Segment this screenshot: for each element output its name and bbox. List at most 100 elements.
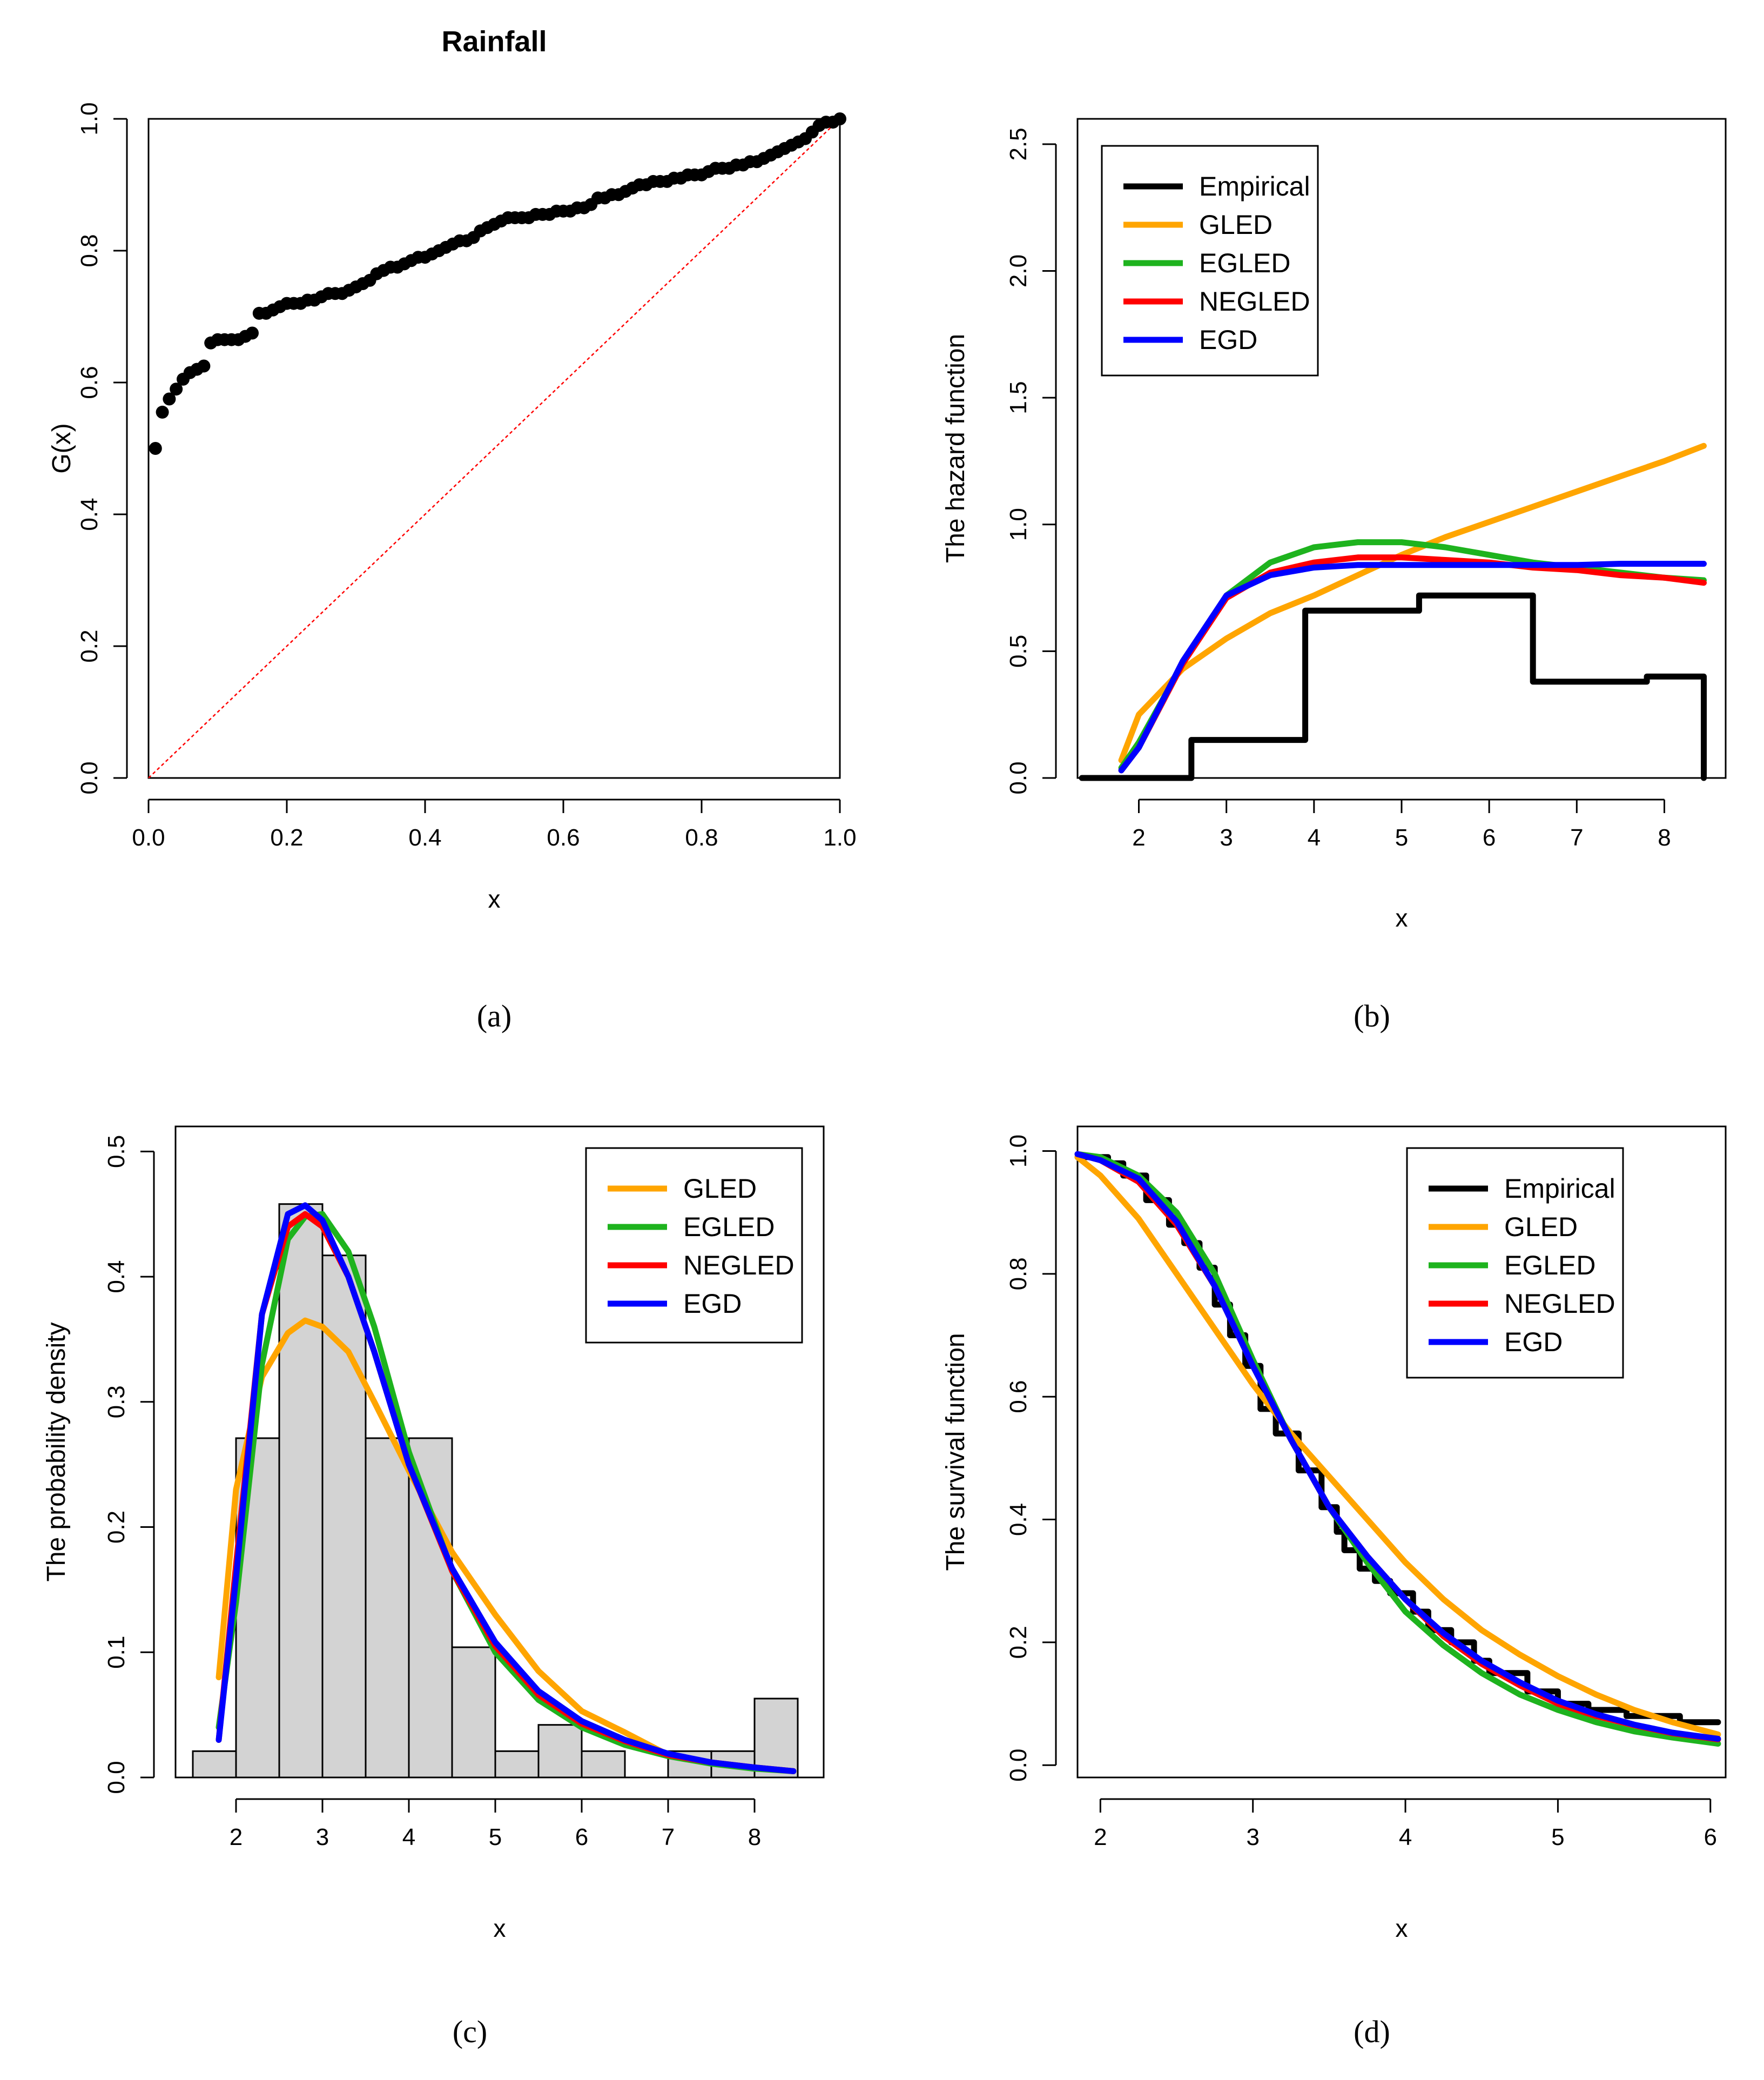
x-tick-label: 0.0 — [132, 824, 165, 851]
legend-label: EGD — [1199, 325, 1257, 355]
x-tick-label: 4 — [1308, 824, 1321, 851]
y-tick-label: 2.5 — [1005, 128, 1032, 160]
x-axis-label: x — [494, 1914, 506, 1942]
x-tick-label: 5 — [1551, 1824, 1564, 1850]
series-line-egd — [1074, 1151, 1721, 1742]
plot-frame — [1076, 118, 1727, 779]
y-tick-label: 0.3 — [103, 1385, 130, 1418]
x-tick-label: 4 — [1399, 1824, 1412, 1850]
data-point — [833, 112, 846, 125]
x-tick-label: 3 — [1246, 1824, 1259, 1850]
y-tick-label: 0.2 — [103, 1511, 130, 1544]
plot-frame — [147, 118, 841, 779]
legend-label: GLED — [683, 1173, 757, 1204]
y-tick-label: 0.4 — [103, 1260, 130, 1293]
plot-frame — [1076, 1125, 1727, 1779]
histogram-bar — [753, 1697, 799, 1779]
y-tick-label: 0.5 — [1005, 635, 1032, 668]
x-axis-label: x — [1396, 904, 1408, 932]
panel-caption: (b) — [1354, 998, 1390, 1034]
y-tick-label: 0.6 — [1005, 1380, 1032, 1413]
histogram-bar — [537, 1724, 583, 1779]
panel-a: 0.0 0.2 0.4 0.6 0.8 1.0 0.0 0.2 0.4 0.6 0.8 1.0 x G(x… — [48, 25, 857, 1034]
y-tick-label: 0.8 — [1005, 1257, 1032, 1290]
x-tick-label: 2 — [230, 1824, 243, 1850]
histogram-bar — [494, 1750, 540, 1779]
data-point — [246, 326, 259, 340]
x-tick-label: 5 — [489, 1824, 502, 1850]
legend: Empirical GLED EGLED NEGLED EGD — [1101, 145, 1319, 377]
x-tick-label: 0.6 — [547, 824, 580, 851]
reference-line — [148, 118, 840, 779]
legend-label: NEGLED — [1199, 286, 1310, 317]
x-tick-label: 0.2 — [270, 824, 303, 851]
histogram-bar — [365, 1437, 410, 1779]
data-point — [170, 383, 183, 396]
y-tick-label: 0.6 — [76, 366, 103, 399]
y-axis-label: G(x) — [48, 423, 76, 473]
histogram-bar — [408, 1437, 453, 1779]
legend: Empirical GLED EGLED NEGLED EGD — [1406, 1147, 1624, 1379]
x-tick-label: 3 — [316, 1824, 329, 1850]
x-tick-label: 2 — [1132, 824, 1145, 851]
series-line-egd — [1118, 561, 1707, 774]
data-point — [149, 442, 162, 455]
x-tick-label: 1.0 — [823, 824, 856, 851]
legend-label: EGLED — [683, 1212, 775, 1242]
x-tick-label: 6 — [575, 1824, 588, 1850]
series-line-empirical — [1079, 592, 1707, 781]
panel-d: 2 3 4 5 6 0.0 0.2 0.4 0.6 0.8 1.0 x The survival fun… — [941, 1125, 1727, 2049]
legend-label: NEGLED — [1504, 1289, 1615, 1319]
series-line-gled — [1074, 1154, 1721, 1737]
x-tick-label: 4 — [402, 1824, 415, 1850]
y-tick-label: 0.4 — [1005, 1503, 1032, 1536]
y-axis-label: The probability density — [42, 1322, 71, 1581]
legend-label: Empirical — [1504, 1173, 1615, 1204]
y-tick-label: 0.2 — [76, 629, 103, 662]
panel-caption: (a) — [477, 998, 511, 1034]
x-tick-label: 8 — [1658, 824, 1671, 851]
x-axis-label: x — [1396, 1914, 1408, 1942]
y-tick-label: 0.0 — [103, 1761, 130, 1794]
x-tick-label: 6 — [1483, 824, 1496, 851]
data-point — [163, 392, 176, 406]
legend-box — [585, 1147, 803, 1344]
y-tick-label: 0.0 — [1005, 761, 1032, 794]
legend-label: Empirical — [1199, 171, 1310, 202]
panel-caption: (d) — [1354, 2014, 1390, 2049]
panel-b: 2 3 4 5 6 7 8 0.0 0.5 1.0 1.5 2.0 2.5 x The hazard fun… — [941, 118, 1727, 1034]
data-point — [156, 405, 169, 419]
panel-caption: (c) — [453, 2014, 487, 2049]
x-tick-label: 3 — [1220, 824, 1233, 851]
x-tick-label: 8 — [748, 1824, 761, 1850]
legend-label: GLED — [1199, 210, 1272, 240]
series-line-egd — [216, 1202, 797, 1774]
y-tick-label: 0.2 — [1005, 1626, 1032, 1659]
legend: GLED EGLED NEGLED EGD — [585, 1147, 803, 1344]
y-tick-label: 0.5 — [103, 1135, 130, 1168]
histogram-bar — [581, 1750, 626, 1779]
y-axis-label: The hazard function — [941, 334, 970, 563]
x-tick-label: 6 — [1704, 1824, 1717, 1850]
legend-label: EGD — [683, 1289, 742, 1319]
legend-label: GLED — [1504, 1212, 1578, 1242]
y-tick-label: 1.0 — [76, 102, 103, 135]
y-tick-label: 0.1 — [103, 1636, 130, 1669]
x-tick-label: 0.8 — [685, 824, 718, 851]
x-tick-label: 0.4 — [408, 824, 441, 851]
chart-title: Rainfall — [441, 25, 547, 58]
data-point — [197, 359, 211, 373]
legend-label: NEGLED — [683, 1250, 795, 1280]
x-axis-label: x — [488, 885, 501, 913]
y-tick-label: 0.0 — [1005, 1749, 1032, 1782]
x-tick-label: 7 — [662, 1824, 675, 1850]
histogram-bar — [451, 1646, 496, 1779]
histogram-bar — [278, 1203, 324, 1779]
y-tick-label: 1.5 — [1005, 381, 1032, 414]
y-tick-label: 0.4 — [76, 498, 103, 531]
y-tick-label: 2.0 — [1005, 254, 1032, 287]
x-tick-label: 2 — [1094, 1824, 1107, 1850]
y-tick-label: 1.0 — [1005, 508, 1032, 541]
x-tick-label: 5 — [1395, 824, 1408, 851]
